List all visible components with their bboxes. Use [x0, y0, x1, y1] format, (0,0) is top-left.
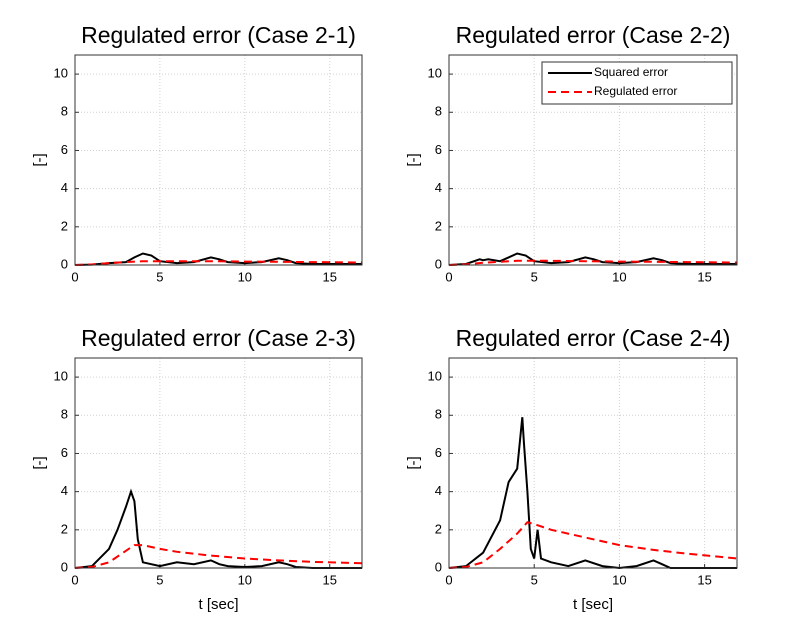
y-tick-label: 6 — [61, 445, 68, 460]
y-tick-label: 2 — [435, 218, 442, 233]
y-tick-label: 4 — [61, 180, 68, 195]
x-tick-label: 15 — [322, 269, 336, 284]
y-tick-label: 10 — [54, 66, 68, 81]
x-tick-label: 5 — [531, 269, 538, 284]
axes-frame — [74, 54, 363, 266]
legend-label: Regulated error — [594, 84, 677, 98]
y-tick-label: 8 — [61, 407, 68, 422]
y-tick-label: 8 — [435, 407, 442, 422]
chart-title: Regulated error (Case 2-3) — [81, 325, 356, 351]
panel: 0 2 4 6 8 10 0 5 10 15 Regulated error (Case 2-4) [… — [405, 325, 738, 613]
plot-area — [75, 358, 362, 568]
y-tick-label: 6 — [435, 142, 442, 157]
legend-label: Squared error — [594, 65, 668, 79]
y-tick-label: 0 — [61, 256, 68, 271]
data-line — [448, 417, 737, 570]
y-tick-label: 10 — [428, 369, 442, 384]
data-line — [74, 252, 362, 266]
legend-box — [541, 61, 733, 105]
x-tick-label: 15 — [697, 572, 711, 587]
data-line — [448, 259, 738, 266]
x-tick-label: 10 — [612, 269, 626, 284]
panel: 0 2 4 6 8 10 0 5 10 15 Regulated error (Case 2-3) [… — [31, 325, 363, 613]
y-tick-label: 6 — [435, 445, 442, 460]
data-line — [74, 488, 362, 569]
y-tick-label: 0 — [61, 559, 68, 574]
plot-area — [449, 358, 737, 568]
y-tick-label: 0 — [435, 256, 442, 271]
y-tick-label: 10 — [54, 369, 68, 384]
legend: Squared error Regulated error — [541, 61, 733, 105]
plot-area — [75, 55, 362, 265]
y-tick-label: 10 — [428, 66, 442, 81]
x-tick-label: 15 — [697, 269, 711, 284]
x-tick-label: 15 — [322, 572, 336, 587]
axes-frame — [448, 54, 738, 266]
y-tick-label: 8 — [435, 104, 442, 119]
y-axis-label: [-] — [31, 456, 48, 469]
y-tick-label: 0 — [435, 559, 442, 574]
x-tick-label: 0 — [445, 269, 452, 284]
y-axis-label: [-] — [405, 153, 422, 166]
data-line — [74, 544, 363, 569]
y-axis-label: [-] — [405, 456, 422, 469]
x-tick-label: 10 — [612, 572, 626, 587]
x-tick-label: 5 — [156, 269, 163, 284]
chart-title: Regulated error (Case 2-4) — [456, 325, 731, 351]
y-tick-label: 2 — [61, 218, 68, 233]
y-tick-label: 4 — [61, 483, 68, 498]
y-tick-label: 2 — [435, 521, 442, 536]
data-line — [448, 521, 738, 569]
y-tick-label: 6 — [61, 142, 68, 157]
chart-title: Regulated error (Case 2-2) — [456, 22, 731, 48]
x-tick-label: 0 — [71, 269, 78, 284]
y-tick-label: 4 — [435, 180, 442, 195]
data-line — [74, 260, 363, 266]
y-axis-label: [-] — [31, 153, 48, 166]
panel: 0 2 4 6 8 10 0 5 10 15 Regulated error (Case 2-2) [… — [405, 22, 738, 284]
x-tick-label: 5 — [156, 572, 163, 587]
y-tick-label: 2 — [61, 521, 68, 536]
x-tick-label: 5 — [531, 572, 538, 587]
x-tick-label: 0 — [71, 572, 78, 587]
x-tick-label: 10 — [238, 572, 252, 587]
chart-title: Regulated error (Case 2-1) — [81, 22, 356, 48]
x-tick-label: 10 — [238, 269, 252, 284]
axes-frame — [74, 357, 363, 569]
x-axis-label: t [sec] — [198, 596, 238, 613]
panel: 0 2 4 6 8 10 0 5 10 15 Regulated error (Case 2-1) [… — [31, 22, 363, 284]
y-tick-label: 8 — [61, 104, 68, 119]
axes-frame — [448, 357, 738, 569]
x-tick-label: 0 — [445, 572, 452, 587]
y-tick-label: 4 — [435, 483, 442, 498]
x-axis-label: t [sec] — [573, 596, 613, 613]
